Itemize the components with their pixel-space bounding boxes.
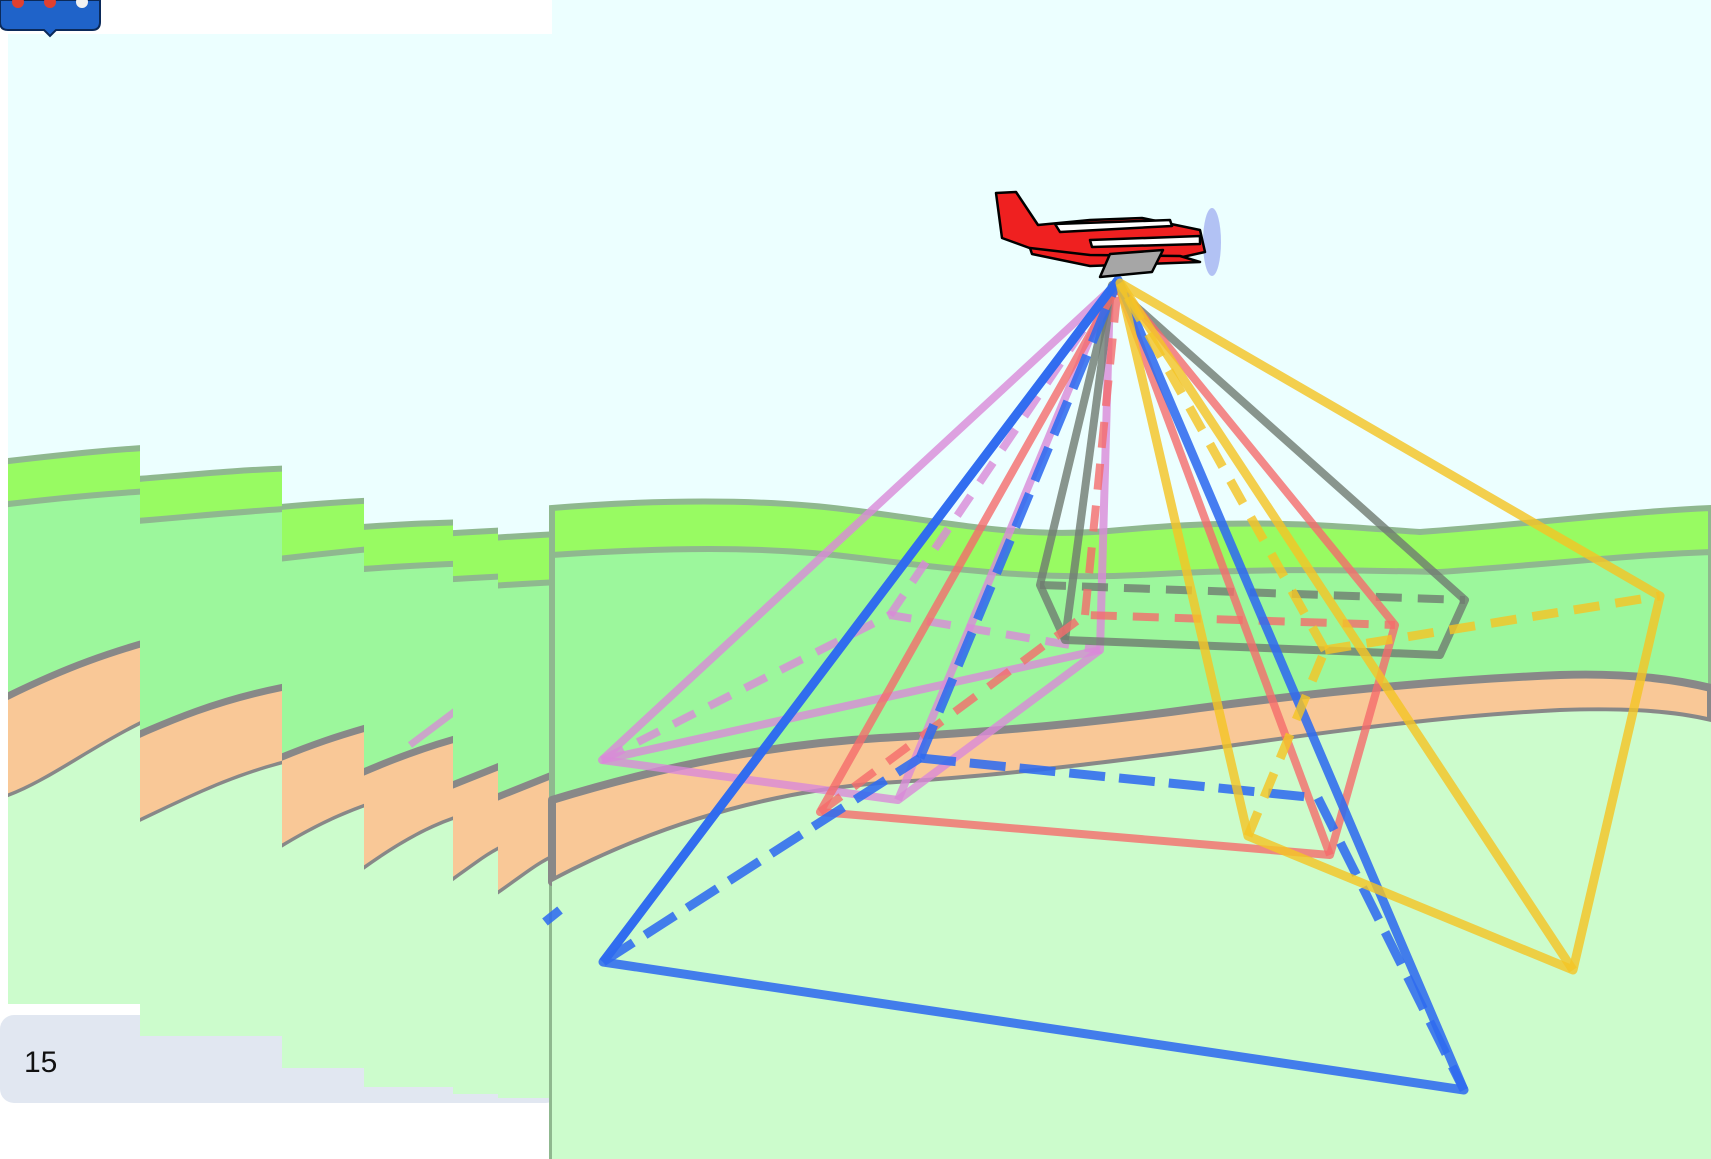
frustum-yellow <box>1115 278 1665 975</box>
strip-6 <box>498 34 552 1098</box>
strip-2 <box>140 34 282 1036</box>
app-logo-icon[interactable] <box>0 0 101 38</box>
strip-5 <box>453 34 498 1094</box>
airplane-icon <box>994 190 1221 279</box>
frustum-red <box>816 281 1399 859</box>
main-landscape <box>548 0 1711 1159</box>
strip-1 <box>8 34 140 1004</box>
strip-3 <box>282 34 364 1068</box>
strip-4 <box>364 34 453 1087</box>
page-number: 15 <box>24 1046 58 1079</box>
frustum-blue <box>542 275 1469 1095</box>
